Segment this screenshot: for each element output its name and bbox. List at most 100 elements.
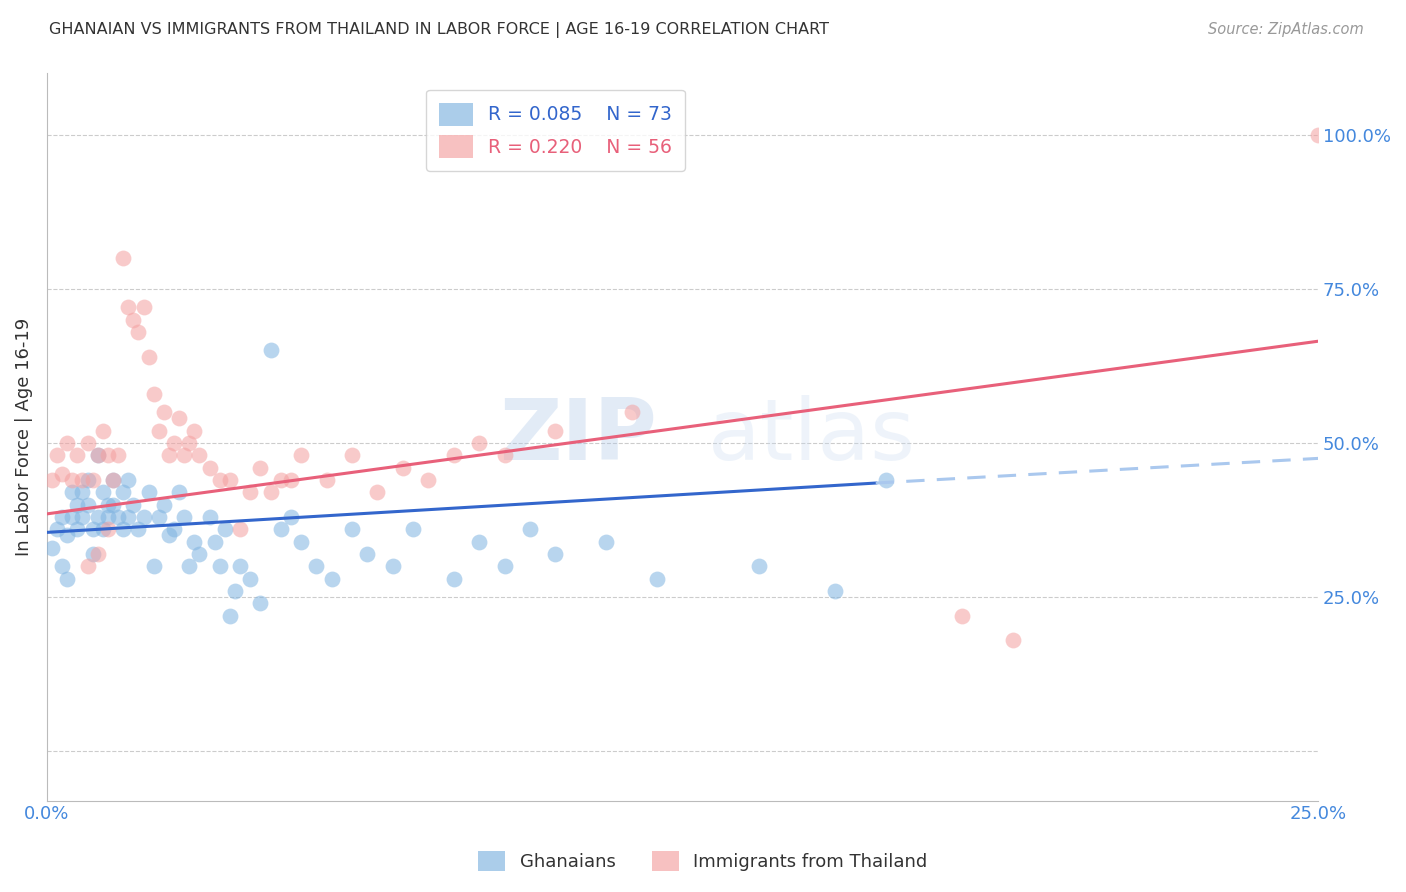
Point <box>72 510 94 524</box>
Point <box>97 498 120 512</box>
Point <box>41 473 63 487</box>
Point <box>60 510 83 524</box>
Point <box>56 572 79 586</box>
Point <box>208 473 231 487</box>
Point <box>157 448 180 462</box>
Point <box>179 559 201 574</box>
Point <box>87 448 110 462</box>
Point <box>183 424 205 438</box>
Legend: R = 0.085    N = 73, R = 0.220    N = 56: R = 0.085 N = 73, R = 0.220 N = 56 <box>426 89 685 171</box>
Point <box>340 448 363 462</box>
Point <box>173 448 195 462</box>
Point <box>153 405 176 419</box>
Point <box>60 485 83 500</box>
Point <box>214 522 236 536</box>
Point <box>356 547 378 561</box>
Point <box>173 510 195 524</box>
Point <box>60 473 83 487</box>
Point <box>76 559 98 574</box>
Point <box>494 448 516 462</box>
Point <box>72 473 94 487</box>
Point <box>392 460 415 475</box>
Point <box>167 485 190 500</box>
Point <box>66 448 89 462</box>
Point <box>142 559 165 574</box>
Point <box>148 510 170 524</box>
Point <box>82 473 104 487</box>
Point <box>91 522 114 536</box>
Point <box>66 522 89 536</box>
Point <box>101 473 124 487</box>
Point <box>204 534 226 549</box>
Point <box>66 498 89 512</box>
Point <box>91 424 114 438</box>
Point <box>41 541 63 555</box>
Point <box>122 312 145 326</box>
Point <box>138 350 160 364</box>
Point <box>824 584 846 599</box>
Point <box>519 522 541 536</box>
Point <box>259 343 281 358</box>
Point <box>270 522 292 536</box>
Point <box>381 559 404 574</box>
Legend: Ghanaians, Immigrants from Thailand: Ghanaians, Immigrants from Thailand <box>471 844 935 879</box>
Point <box>101 473 124 487</box>
Point <box>107 510 129 524</box>
Point <box>87 547 110 561</box>
Point <box>51 559 73 574</box>
Point <box>112 522 135 536</box>
Point <box>645 572 668 586</box>
Point <box>290 534 312 549</box>
Point <box>148 424 170 438</box>
Point <box>132 301 155 315</box>
Point <box>163 436 186 450</box>
Point <box>97 522 120 536</box>
Point <box>208 559 231 574</box>
Text: GHANAIAN VS IMMIGRANTS FROM THAILAND IN LABOR FORCE | AGE 16-19 CORRELATION CHAR: GHANAIAN VS IMMIGRANTS FROM THAILAND IN … <box>49 22 830 38</box>
Point <box>305 559 328 574</box>
Point <box>167 411 190 425</box>
Point <box>270 473 292 487</box>
Point <box>494 559 516 574</box>
Point <box>443 572 465 586</box>
Point <box>468 436 491 450</box>
Point <box>122 498 145 512</box>
Point <box>249 460 271 475</box>
Point <box>72 485 94 500</box>
Point <box>315 473 337 487</box>
Point <box>97 510 120 524</box>
Point <box>87 510 110 524</box>
Point <box>117 473 139 487</box>
Point <box>1002 633 1025 648</box>
Point <box>101 498 124 512</box>
Point <box>468 534 491 549</box>
Point <box>595 534 617 549</box>
Text: ZIP: ZIP <box>499 395 657 478</box>
Point <box>219 473 242 487</box>
Point <box>402 522 425 536</box>
Point <box>56 528 79 542</box>
Point <box>127 325 149 339</box>
Point <box>138 485 160 500</box>
Point <box>418 473 440 487</box>
Point <box>82 522 104 536</box>
Point <box>46 522 69 536</box>
Y-axis label: In Labor Force | Age 16-19: In Labor Force | Age 16-19 <box>15 318 32 556</box>
Point <box>544 547 567 561</box>
Point <box>544 424 567 438</box>
Point <box>51 467 73 481</box>
Point <box>280 510 302 524</box>
Point <box>875 473 897 487</box>
Point <box>76 498 98 512</box>
Point <box>107 448 129 462</box>
Point <box>198 460 221 475</box>
Point <box>132 510 155 524</box>
Point <box>117 510 139 524</box>
Point <box>1308 128 1330 142</box>
Point <box>157 528 180 542</box>
Point <box>183 534 205 549</box>
Point <box>239 572 262 586</box>
Point <box>112 251 135 265</box>
Point <box>950 608 973 623</box>
Point <box>82 547 104 561</box>
